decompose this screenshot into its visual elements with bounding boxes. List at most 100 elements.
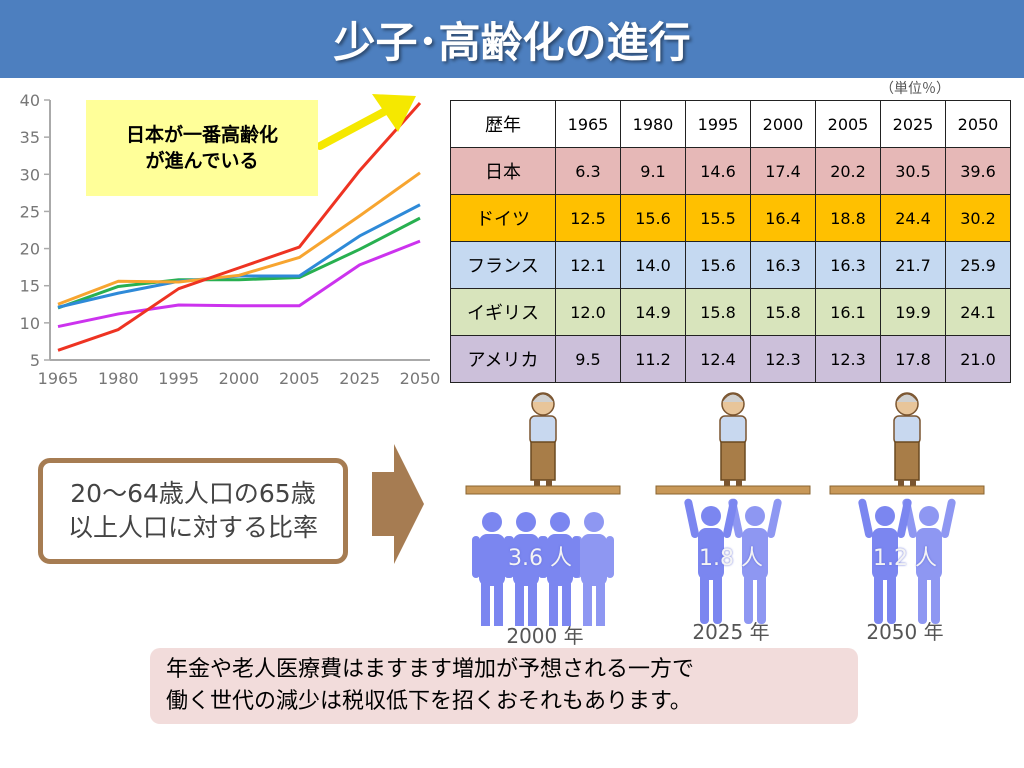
bottom-note: 年金や老人医療費はますます増加が予想される一方で 働く世代の減少は税収低下を招く…	[150, 648, 858, 724]
person-leg-icon	[494, 580, 503, 626]
person-leg-icon	[549, 580, 558, 626]
table-header-row: 歴年 1965 1980 1995 2000 2005 2025 2050	[450, 100, 1011, 148]
elder-skirt-icon	[720, 441, 746, 481]
person-leg-icon	[744, 574, 753, 624]
supporter-figure	[684, 498, 738, 624]
value-cell: 21.0	[945, 335, 1011, 383]
support-board-icon	[655, 485, 811, 495]
support-board-icon	[829, 485, 985, 495]
unit-label: （単位％）	[880, 81, 950, 97]
value-cell: 30.2	[945, 194, 1011, 242]
person-arm-icon	[941, 498, 956, 538]
highlight-arrow-shaft	[316, 102, 399, 150]
person-arm-icon	[472, 536, 480, 578]
elder-foot-icon	[910, 480, 916, 486]
person-leg-icon	[887, 574, 896, 624]
value-cell: 16.1	[815, 288, 881, 336]
ratio-value: 1.2 人	[873, 546, 937, 571]
x-tick-label: 2005	[279, 369, 320, 388]
value-cell: 17.8	[880, 335, 946, 383]
country-cell: アメリカ	[450, 335, 556, 383]
person-leg-icon	[596, 580, 605, 626]
supporter-figure	[540, 512, 580, 626]
person-arm-icon	[684, 498, 699, 538]
support-scene-2000	[465, 392, 621, 626]
person-body-icon	[581, 534, 607, 586]
value-cell: 9.5	[555, 335, 621, 383]
y-tick-label: 30	[20, 165, 40, 184]
value-cell: 6.3	[555, 147, 621, 195]
country-cell: ドイツ	[450, 194, 556, 242]
person-leg-icon	[918, 574, 927, 624]
elder-foot-icon	[898, 480, 904, 486]
value-cell: 15.5	[685, 194, 751, 242]
country-cell: フランス	[450, 241, 556, 289]
value-cell: 15.6	[620, 194, 686, 242]
person-leg-icon	[515, 580, 524, 626]
title-bar: 少子･高齢化の進行	[0, 0, 1024, 78]
person-leg-icon	[757, 574, 766, 624]
person-body-icon	[513, 534, 539, 586]
x-tick-label: 1995	[158, 369, 199, 388]
value-cell: 9.1	[620, 147, 686, 195]
aging-rate-table: 歴年 1965 1980 1995 2000 2005 2025 2050 日本…	[450, 100, 1011, 383]
person-leg-icon	[874, 574, 883, 624]
person-leg-icon	[583, 580, 592, 626]
value-cell: 14.9	[620, 288, 686, 336]
y-tick-label: 5	[30, 351, 40, 370]
value-cell: 24.1	[945, 288, 1011, 336]
value-cell: 20.2	[815, 147, 881, 195]
y-tick-label: 25	[20, 202, 40, 221]
person-body-icon	[547, 534, 573, 586]
value-cell: 11.2	[620, 335, 686, 383]
person-arm-icon	[574, 536, 582, 578]
person-head-icon	[919, 506, 939, 526]
value-cell: 12.0	[555, 288, 621, 336]
value-cell: 12.3	[815, 335, 881, 383]
elder-foot-icon	[736, 480, 742, 486]
value-cell: 17.4	[750, 147, 816, 195]
support-board-icon	[465, 485, 621, 495]
person-head-icon	[516, 512, 536, 532]
year-header: 2025	[880, 100, 946, 148]
year-header: 2000	[750, 100, 816, 148]
person-head-icon	[745, 506, 765, 526]
scene-year-label: 2025 年	[692, 620, 770, 644]
elder-hair-icon	[721, 393, 745, 403]
elder-skirt-icon	[894, 441, 920, 481]
elder-shirt-icon	[719, 415, 747, 445]
value-cell: 15.6	[685, 241, 751, 289]
elder-shirt-icon	[893, 415, 921, 445]
value-cell: 14.6	[685, 147, 751, 195]
highlight-arrow-icon	[372, 94, 416, 132]
support-scene-2050	[829, 392, 985, 624]
ratio-explanation-box: 20～64歳人口の65歳 以上人口に対する比率	[38, 458, 348, 564]
y-tick-label: 20	[20, 240, 40, 259]
person-head-icon	[482, 512, 502, 532]
elder-skirt-icon	[530, 441, 556, 481]
person-body-icon	[479, 534, 505, 586]
table-row: 日本 6.3 9.1 14.6 17.4 20.2 30.5 39.6	[450, 147, 1011, 195]
value-cell: 14.0	[620, 241, 686, 289]
person-head-icon	[701, 506, 721, 526]
value-cell: 30.5	[880, 147, 946, 195]
value-cell: 15.8	[750, 288, 816, 336]
year-header: 1995	[685, 100, 751, 148]
person-head-icon	[550, 512, 570, 532]
value-cell: 12.1	[555, 241, 621, 289]
elder-hair-icon	[531, 393, 555, 403]
person-body-icon	[698, 528, 724, 580]
series-line	[57, 203, 421, 309]
table-row: イギリス 12.0 14.9 15.8 15.8 16.1 19.9 24.1	[450, 288, 1011, 336]
y-tick-label: 35	[20, 128, 40, 147]
person-arm-icon	[540, 536, 548, 578]
callout-line-2: が進んでいる	[145, 150, 259, 172]
ratio-box-line-2: 以上人口に対する比率	[67, 513, 318, 542]
person-head-icon	[584, 512, 604, 532]
country-cell: 日本	[450, 147, 556, 195]
value-cell: 25.9	[945, 241, 1011, 289]
person-head-icon	[875, 506, 895, 526]
table-row: フランス 12.1 14.0 15.6 16.3 16.3 21.7 25.9	[450, 241, 1011, 289]
x-tick-label: 1980	[98, 369, 139, 388]
